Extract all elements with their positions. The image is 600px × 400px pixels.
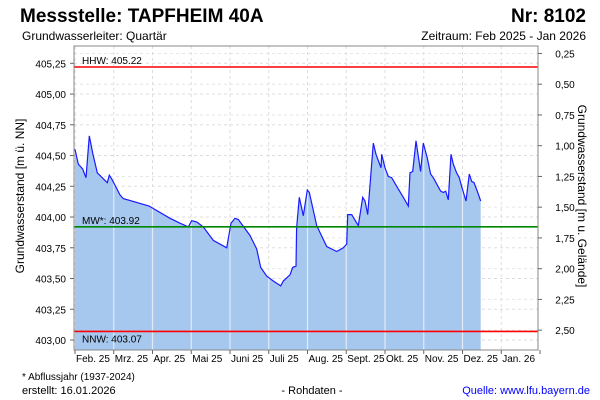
x-tick-label: Apr. 25	[154, 354, 186, 365]
series-area	[75, 135, 481, 350]
reference-label-mw: MW*: 403.92	[82, 216, 140, 227]
y-right-tick-label: 2,00	[555, 265, 575, 276]
y-tick-label: 404,50	[35, 152, 66, 163]
y-tick-label: 404,75	[35, 121, 66, 132]
x-tick-label: Feb. 25	[76, 354, 110, 365]
x-tick-label: Juni 25	[231, 354, 264, 365]
x-tick-label: Dez. 25	[464, 354, 499, 365]
y-axis-right-label: Grundwasserstand [m u. Gelände]	[575, 105, 589, 288]
source-link[interactable]: Quelle: www.lfu.bayern.de	[462, 385, 590, 397]
rawdata-label: - Rohdaten -	[281, 385, 342, 397]
station-number: Nr: 8102	[511, 6, 586, 27]
y-tick-label: 404,25	[35, 182, 66, 193]
x-tick-label: Mrz. 25	[115, 354, 149, 365]
y-right-tick-label: 0,75	[555, 111, 575, 122]
period-label: Zeitraum: Feb 2025 - Jan 2026	[421, 29, 586, 43]
x-tick-label: Mai 25	[192, 354, 222, 365]
reference-label-hhw: HHW: 405.22	[82, 56, 142, 67]
y-right-tick-label: 0,25	[555, 49, 575, 60]
y-axis-label: Grundwasserstand [m ü. NN]	[13, 119, 27, 274]
footnote: * Abflussjahr (1937-2024)	[22, 372, 135, 383]
plot-frame	[73, 45, 539, 351]
reference-label-nnw: NNW: 403.07	[82, 334, 142, 345]
y-right-tick-label: 0,50	[555, 80, 575, 91]
y-tick-label: 403,00	[35, 336, 66, 347]
series-line	[74, 135, 482, 287]
aquifer-label: Grundwasserleiter: Quartär	[22, 29, 167, 43]
y-tick-label: 404,00	[35, 213, 66, 224]
x-tick-label: Sept. 25	[347, 354, 385, 365]
x-tick-label: Okt. 25	[386, 354, 419, 365]
y-tick-label: 403,75	[35, 244, 66, 255]
created-date: erstellt: 16.01.2026	[22, 385, 116, 397]
y-tick-label: 403,25	[35, 305, 66, 316]
x-tick-label: Jan. 26	[502, 354, 535, 365]
y-tick-label: 403,50	[35, 275, 66, 286]
y-right-tick-label: 1,25	[555, 172, 575, 183]
y-tick-label: 405,00	[35, 90, 66, 101]
y-right-tick-label: 2,25	[555, 295, 575, 306]
plot-area: HHW: 405.22 MW*: 403.92 NNW: 403.07 405,25 4…	[35, 45, 575, 365]
y-right-tick-label: 2,50	[555, 326, 575, 337]
y-right-tick-label: 1,75	[555, 234, 575, 245]
x-tick-label: Juli 25	[270, 354, 299, 365]
y-right-tick-label: 1,50	[555, 203, 575, 214]
x-tick-label: Nov. 25	[425, 354, 459, 365]
y-tick-label: 405,25	[35, 59, 66, 70]
x-tick-label: Aug. 25	[309, 354, 344, 365]
station-title: Messstelle: TAPFHEIM 40A	[20, 6, 264, 27]
y-right-tick-label: 1,00	[555, 142, 575, 153]
